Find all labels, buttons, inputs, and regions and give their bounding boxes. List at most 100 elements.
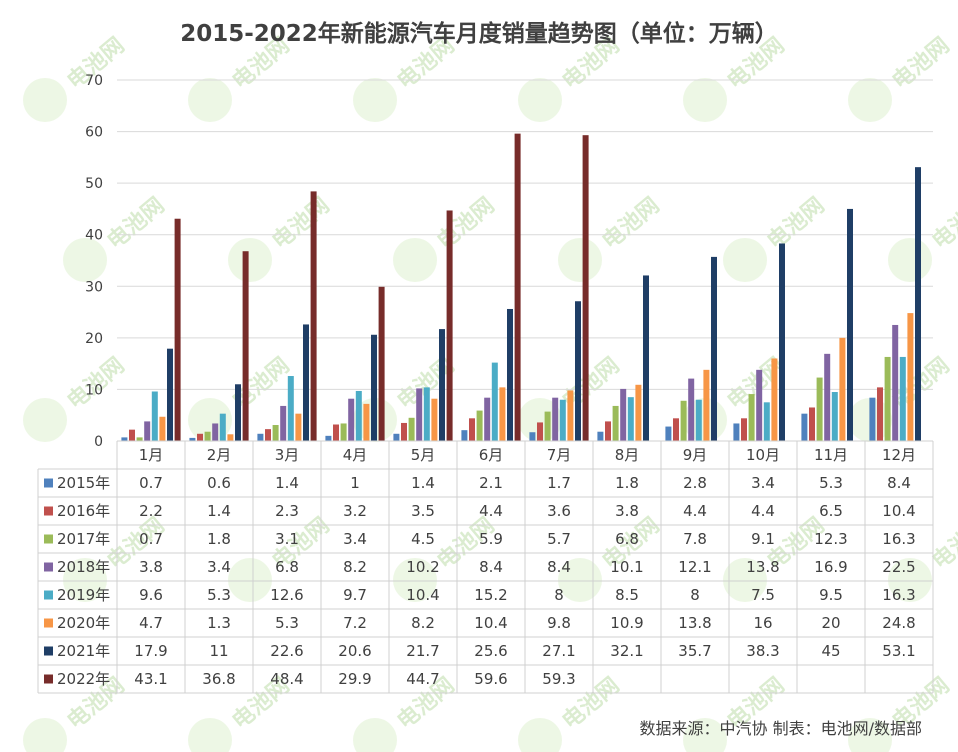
watermark-text: 电池网 bbox=[268, 193, 335, 255]
legend-label: 2019年 bbox=[57, 586, 110, 604]
data-label: 15.2 bbox=[474, 586, 507, 604]
bar bbox=[393, 433, 400, 441]
data-label: 22.5 bbox=[882, 558, 915, 576]
data-label: 2.2 bbox=[139, 502, 163, 520]
data-label: 8.2 bbox=[343, 558, 367, 576]
data-label: 4.7 bbox=[139, 614, 163, 632]
bar bbox=[121, 437, 128, 441]
watermark-logo bbox=[683, 718, 727, 752]
data-label: 8.4 bbox=[547, 558, 571, 576]
bar bbox=[129, 429, 135, 441]
data-label: 17.9 bbox=[134, 642, 167, 660]
data-label: 12.6 bbox=[270, 586, 303, 604]
bar bbox=[355, 390, 362, 441]
data-label: 3.4 bbox=[207, 558, 231, 576]
bar bbox=[151, 391, 158, 441]
data-label: 4.5 bbox=[411, 530, 435, 548]
x-tick-label: 5月 bbox=[411, 446, 436, 464]
data-label: 1.8 bbox=[207, 530, 231, 548]
x-tick-label: 4月 bbox=[343, 446, 368, 464]
bar bbox=[484, 397, 491, 441]
data-label: 59.3 bbox=[542, 670, 575, 688]
bar bbox=[144, 421, 151, 441]
data-label: 35.7 bbox=[678, 642, 711, 660]
bar bbox=[673, 418, 679, 441]
legend-swatch bbox=[44, 590, 53, 600]
watermark-text: 电池网 bbox=[928, 193, 958, 255]
watermark-text: 电池网 bbox=[103, 193, 170, 255]
x-tick-label: 9月 bbox=[683, 446, 708, 464]
y-tick-label: 60 bbox=[85, 125, 103, 141]
legend-label: 2015年 bbox=[57, 474, 110, 492]
bar bbox=[212, 423, 219, 441]
bar bbox=[446, 210, 453, 441]
bar bbox=[877, 387, 883, 441]
bar bbox=[416, 388, 423, 441]
data-label: 1 bbox=[350, 474, 360, 492]
data-label: 1.8 bbox=[615, 474, 639, 492]
legend-label: 2020年 bbox=[57, 614, 110, 632]
bar bbox=[612, 405, 619, 441]
data-label: 16.3 bbox=[882, 530, 915, 548]
bar bbox=[552, 397, 559, 441]
data-label: 10.4 bbox=[882, 502, 915, 520]
data-label: 7.8 bbox=[683, 530, 707, 548]
x-tick-label: 6月 bbox=[479, 446, 504, 464]
data-label: 10.4 bbox=[406, 586, 439, 604]
bar bbox=[771, 358, 778, 441]
data-label: 43.1 bbox=[134, 670, 167, 688]
bar bbox=[431, 398, 438, 441]
bar bbox=[491, 362, 498, 441]
bar bbox=[597, 431, 604, 441]
watermark-logo bbox=[558, 238, 602, 282]
data-label: 6.8 bbox=[615, 530, 639, 548]
legend-label: 2016年 bbox=[57, 502, 110, 520]
data-label: 4.4 bbox=[683, 502, 707, 520]
watermark-logo bbox=[558, 558, 602, 602]
data-label: 13.8 bbox=[678, 614, 711, 632]
y-tick-label: 20 bbox=[85, 331, 103, 347]
data-label: 8.2 bbox=[411, 614, 435, 632]
bar bbox=[280, 405, 287, 441]
bar bbox=[575, 301, 581, 441]
data-label: 16.9 bbox=[814, 558, 847, 576]
x-tick-label: 11月 bbox=[814, 446, 848, 464]
watermark-text: 电池网 bbox=[888, 33, 955, 95]
y-axis: 0 10 20 30 40 50 60 70 bbox=[85, 73, 103, 450]
bar bbox=[711, 256, 717, 441]
data-label: 5.9 bbox=[479, 530, 503, 548]
bar bbox=[235, 384, 241, 441]
bar bbox=[219, 413, 226, 441]
bar bbox=[469, 418, 475, 441]
data-label: 9.5 bbox=[819, 586, 843, 604]
bar bbox=[680, 400, 687, 441]
data-label: 1.3 bbox=[207, 614, 231, 632]
watermark-logo bbox=[723, 238, 767, 282]
watermark-logo bbox=[518, 398, 562, 442]
bar bbox=[544, 411, 551, 441]
bar bbox=[204, 431, 211, 441]
watermark-logo bbox=[393, 558, 437, 602]
legend-swatch bbox=[44, 674, 53, 684]
bar bbox=[582, 135, 589, 441]
watermark-text: 电池网 bbox=[763, 193, 830, 255]
bar bbox=[869, 397, 876, 441]
bar bbox=[378, 286, 385, 441]
data-label: 9.8 bbox=[547, 614, 571, 632]
data-label: 5.3 bbox=[275, 614, 299, 632]
x-tick-label: 12月 bbox=[882, 446, 916, 464]
watermark-logo bbox=[683, 78, 727, 122]
watermark-logo bbox=[188, 718, 232, 752]
data-label: 8.5 bbox=[615, 586, 639, 604]
bar bbox=[756, 369, 763, 441]
watermark-logo bbox=[23, 398, 67, 442]
data-label: 9.1 bbox=[751, 530, 775, 548]
data-label: 9.7 bbox=[343, 586, 367, 604]
watermark-text: 电池网 bbox=[433, 193, 500, 255]
bar bbox=[847, 208, 853, 441]
bar bbox=[514, 133, 521, 442]
data-label: 10.9 bbox=[610, 614, 643, 632]
bar bbox=[227, 434, 234, 441]
bar bbox=[257, 433, 264, 441]
legend-label: 2021年 bbox=[57, 642, 110, 660]
